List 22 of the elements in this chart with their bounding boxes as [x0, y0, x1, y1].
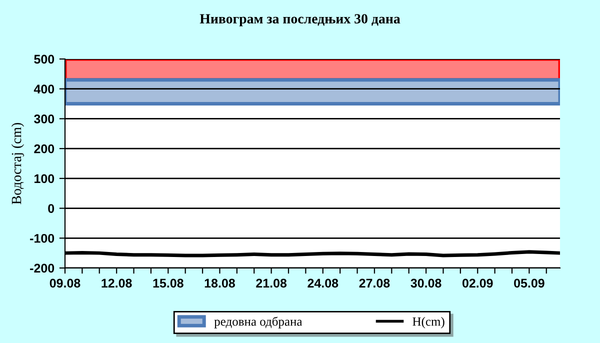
- y-axis-title: Водостај (cm): [11, 122, 24, 204]
- y-tick-label: 300: [34, 114, 54, 124]
- y-tick-label: 400: [34, 84, 54, 94]
- x-tick-label: 27.08: [359, 278, 390, 288]
- x-tick-label: 15.08: [153, 278, 184, 288]
- y-tick-label: 200: [34, 144, 54, 154]
- legend-label: H(cm): [412, 316, 444, 328]
- x-tick-label: 18.08: [204, 278, 235, 288]
- y-tick-label: -100: [30, 234, 54, 243]
- chart-title: Нивограм за последњих 30 дана: [200, 14, 400, 26]
- x-tick-label: 30.08: [410, 278, 442, 288]
- x-tick-label: 12.08: [102, 278, 132, 288]
- x-tick-label: 05.09: [514, 278, 544, 288]
- y-tick-label: 500: [34, 54, 54, 64]
- x-tick-label: 21.08: [256, 278, 287, 288]
- y-tick-label: 0: [48, 204, 54, 213]
- x-tick-label: 09.08: [50, 278, 80, 288]
- x-tick-label: 24.08: [308, 278, 338, 288]
- y-tick-label: 100: [34, 174, 54, 184]
- y-tick-label: -200: [30, 264, 54, 273]
- x-tick-label: 02.09: [462, 278, 493, 288]
- legend-label: редовна одбрана: [214, 316, 302, 328]
